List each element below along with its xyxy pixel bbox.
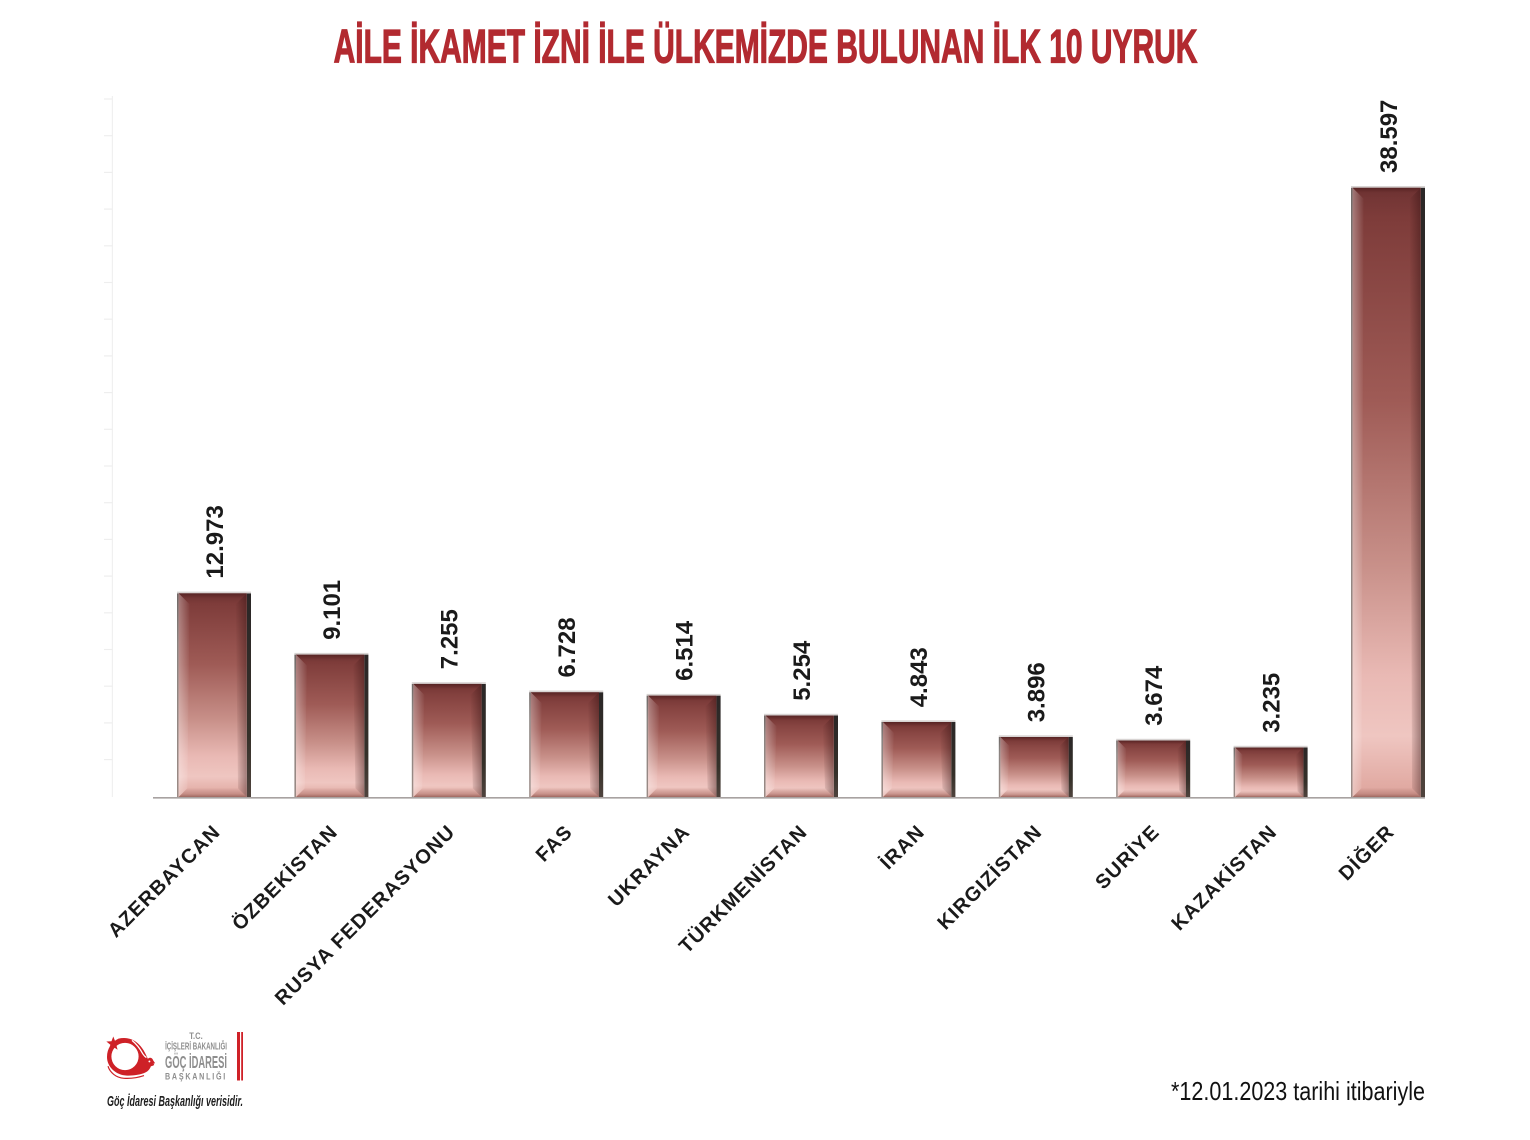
svg-text:UKRAYNA: UKRAYNA	[604, 821, 694, 911]
svg-text:6.728: 6.728	[554, 617, 581, 677]
svg-text:KAZAKİSTAN: KAZAKİSTAN	[1167, 820, 1282, 935]
svg-text:TÜRKMENİSTAN: TÜRKMENİSTAN	[674, 820, 812, 958]
svg-text:3.674: 3.674	[1141, 665, 1168, 726]
svg-text:38.597: 38.597	[1376, 100, 1403, 173]
svg-text:4.843: 4.843	[906, 647, 933, 707]
svg-text:FAS: FAS	[532, 821, 577, 866]
svg-text:9.101: 9.101	[319, 580, 346, 640]
svg-text:DİĞER: DİĞER	[1333, 820, 1399, 886]
svg-text:*12.01.2023 tarihi itibariyle: *12.01.2023 tarihi itibariyle	[1171, 1077, 1425, 1106]
svg-text:3.235: 3.235	[1258, 673, 1285, 733]
svg-text:İRAN: İRAN	[875, 820, 929, 874]
svg-text:ÖZBEKİSTAN: ÖZBEKİSTAN	[228, 820, 343, 935]
svg-text:T.C.: T.C.	[189, 1030, 203, 1041]
svg-text:5.254: 5.254	[789, 640, 816, 701]
svg-text:3.896: 3.896	[1024, 662, 1051, 722]
svg-text:AZERBAYCAN: AZERBAYCAN	[104, 821, 225, 942]
svg-text:GÖÇ İDARESİ: GÖÇ İDARESİ	[165, 1052, 227, 1072]
svg-text:BAŞKANLIĞI: BAŞKANLIĞI	[165, 1070, 227, 1082]
svg-text:AİLE İKAMET İZNİ İLE ÜLKEMİZDE: AİLE İKAMET İZNİ İLE ÜLKEMİZDE BULUNAN İ…	[334, 21, 1198, 73]
svg-text:7.255: 7.255	[437, 609, 464, 669]
svg-text:KIRGIZİSTAN: KIRGIZİSTAN	[933, 820, 1047, 934]
svg-text:İÇİŞLERİ BAKANLIĞI: İÇİŞLERİ BAKANLIĞI	[165, 1039, 227, 1052]
svg-text:12.973: 12.973	[202, 505, 229, 578]
svg-text:6.514: 6.514	[671, 620, 698, 681]
svg-text:SURİYE: SURİYE	[1091, 820, 1165, 894]
svg-text:Göç İdaresi Başkanlığı verisid: Göç İdaresi Başkanlığı verisidir.	[107, 1091, 243, 1109]
